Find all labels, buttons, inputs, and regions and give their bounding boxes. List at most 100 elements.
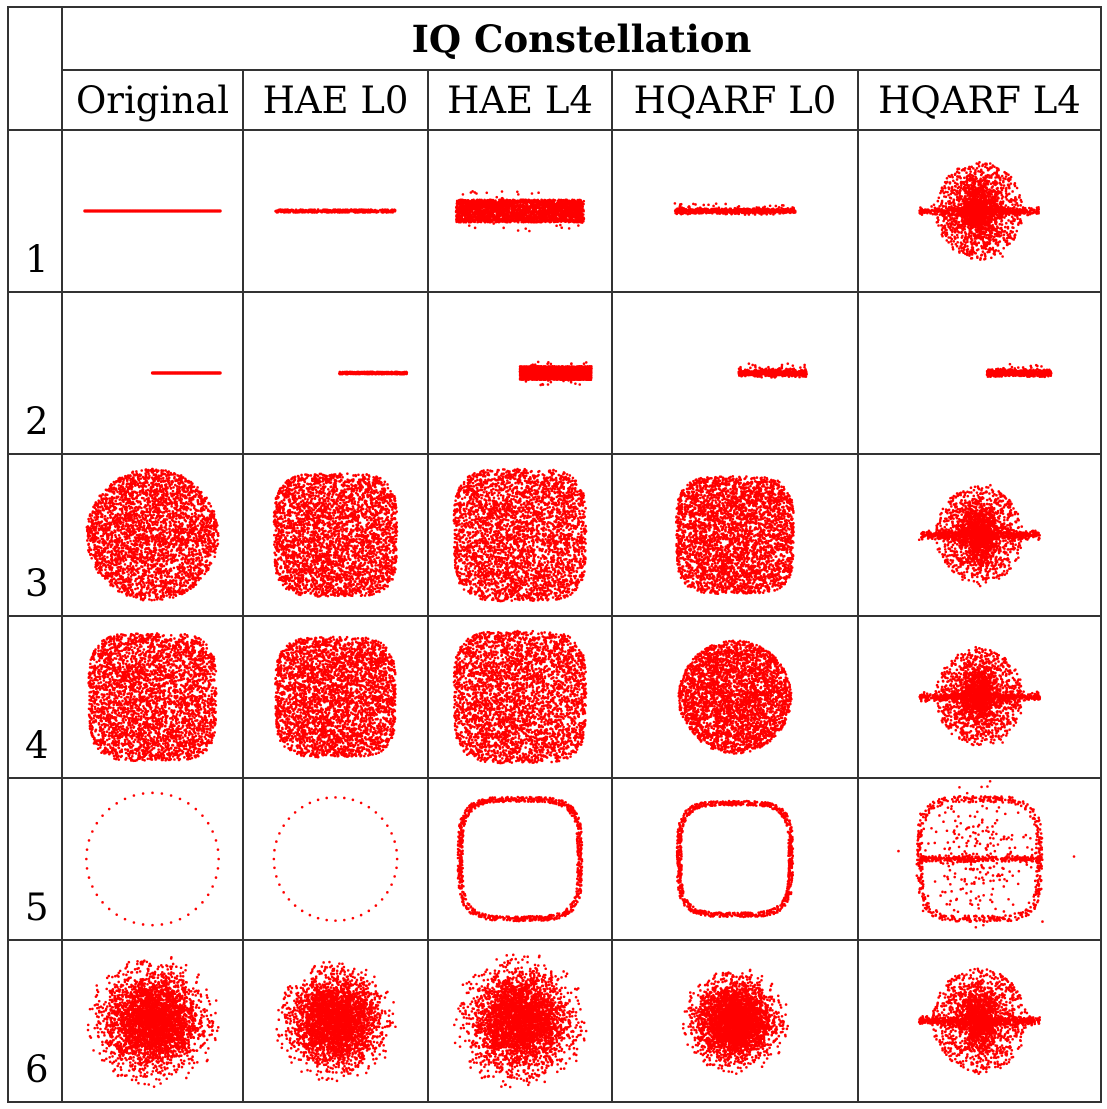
point	[554, 199, 557, 202]
point	[713, 209, 716, 212]
point	[457, 213, 460, 216]
column-header-orig: Original	[62, 70, 243, 130]
point	[470, 206, 473, 209]
point	[729, 209, 732, 212]
point	[507, 214, 510, 217]
point	[578, 218, 581, 221]
point	[474, 219, 477, 222]
point	[568, 217, 571, 220]
point	[563, 207, 566, 210]
point	[766, 208, 769, 211]
point	[467, 209, 470, 212]
point	[927, 209, 930, 212]
point	[779, 210, 782, 213]
point	[459, 206, 462, 209]
point	[755, 209, 758, 212]
point	[281, 209, 284, 212]
point	[502, 227, 505, 230]
point	[369, 211, 372, 214]
point	[563, 210, 566, 213]
point	[459, 221, 462, 224]
point	[951, 176, 954, 179]
point	[463, 213, 466, 216]
point	[463, 219, 466, 222]
point	[495, 196, 498, 199]
point	[509, 220, 512, 223]
point	[533, 203, 536, 206]
point	[291, 210, 294, 213]
point	[931, 213, 934, 216]
point	[485, 192, 488, 195]
point	[758, 206, 761, 209]
point	[522, 218, 525, 221]
point	[470, 201, 473, 204]
point	[469, 208, 472, 211]
point	[539, 201, 542, 204]
point	[535, 221, 538, 224]
point	[468, 224, 471, 227]
point	[394, 209, 397, 212]
point	[933, 203, 936, 206]
point	[530, 220, 533, 223]
figure-title: IQ Constellation	[62, 7, 1101, 70]
point	[929, 212, 932, 215]
point	[524, 227, 527, 230]
point	[505, 216, 508, 219]
point	[542, 203, 545, 206]
point	[517, 201, 520, 204]
row-r1: 1	[8, 130, 1101, 292]
point	[1036, 208, 1039, 211]
point	[501, 206, 504, 209]
point	[1005, 222, 1008, 225]
point	[944, 187, 947, 190]
scatter-points	[83, 209, 221, 212]
point	[560, 226, 563, 229]
point	[539, 212, 542, 215]
scatter-plot	[244, 131, 427, 291]
column-header-hae0: HAE L0	[243, 70, 428, 130]
point	[489, 199, 492, 202]
point	[505, 213, 508, 216]
point	[559, 224, 562, 227]
point	[702, 204, 705, 207]
scatter-points	[674, 202, 797, 216]
point	[960, 231, 963, 234]
point	[499, 210, 502, 213]
point	[458, 199, 461, 202]
point	[688, 205, 691, 208]
point	[951, 221, 954, 224]
point	[543, 213, 546, 216]
point	[381, 210, 384, 213]
point	[683, 208, 686, 211]
point	[561, 216, 564, 219]
point	[579, 199, 582, 202]
point	[540, 217, 543, 220]
point	[486, 199, 489, 202]
panel-r1-hae4	[428, 130, 612, 292]
point	[556, 217, 559, 220]
point	[487, 201, 490, 204]
point	[529, 200, 532, 203]
point	[566, 213, 569, 216]
point	[323, 208, 326, 211]
point	[574, 215, 577, 218]
point	[519, 217, 522, 220]
point	[478, 208, 481, 211]
point	[501, 190, 504, 193]
point	[679, 204, 682, 207]
point	[686, 213, 689, 216]
point	[475, 211, 478, 214]
point	[538, 206, 541, 209]
point	[581, 221, 584, 224]
point	[744, 213, 747, 216]
point	[571, 206, 574, 209]
point	[373, 210, 376, 213]
point	[792, 208, 795, 211]
point	[456, 216, 459, 219]
scatter-plot	[613, 131, 857, 291]
point	[484, 203, 487, 206]
point	[560, 211, 563, 214]
point	[499, 219, 502, 222]
point	[507, 218, 510, 221]
point	[711, 212, 714, 215]
